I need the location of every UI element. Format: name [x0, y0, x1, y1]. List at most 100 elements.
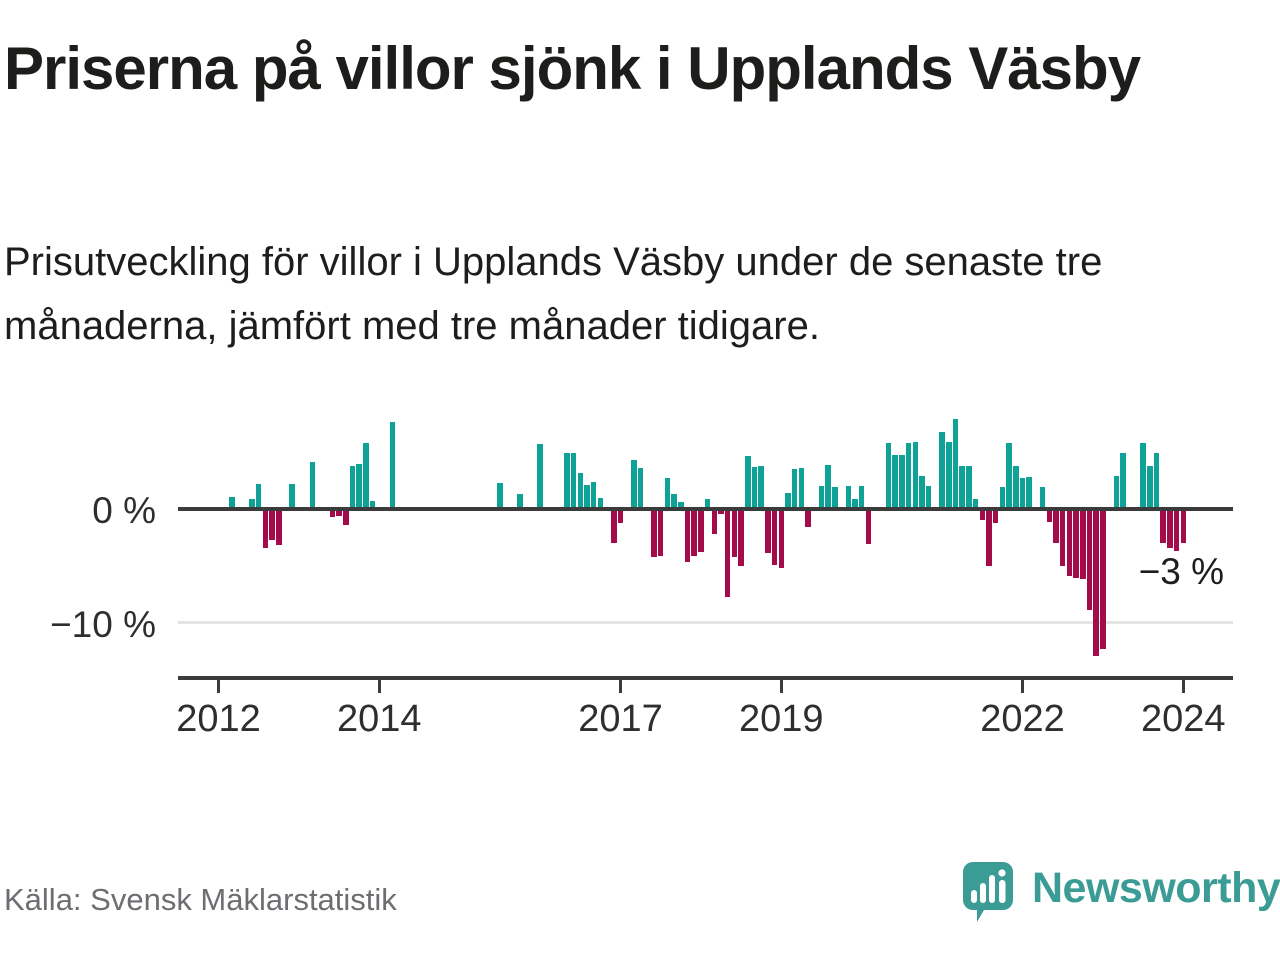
x-tick-label-2022: 2022 [980, 698, 1065, 740]
bar-2021-02 [946, 442, 952, 509]
bar-2013-07 [336, 509, 342, 516]
newsworthy-wordmark: Newsworthy [1032, 864, 1280, 912]
bar-2022-11 [1086, 509, 1093, 611]
bar-2022-04 [1039, 487, 1046, 509]
bar-2023-07 [1140, 443, 1146, 509]
bar-2012-09 [269, 509, 275, 540]
bar-2022-07 [1059, 509, 1066, 566]
bar-2019-03 [791, 469, 798, 509]
last-value-annotation: −3 % [1138, 551, 1224, 592]
x-tick-label-2012: 2012 [176, 698, 261, 740]
bar-2018-02 [704, 498, 711, 509]
bar-2016-05 [564, 453, 570, 509]
bar-2019-12 [852, 498, 858, 509]
x-tick-2019 [779, 680, 783, 693]
bar-2021-08 [986, 509, 992, 566]
bar-2016-09 [590, 481, 597, 509]
bar-2013-10 [356, 463, 362, 509]
newsworthy-icon [963, 862, 1013, 922]
bar-2023-11 [1167, 509, 1173, 548]
bar-2013-11 [363, 443, 369, 509]
bar-2018-08 [745, 455, 751, 509]
bar-2018-12 [771, 509, 778, 565]
bar-2020-07 [899, 454, 905, 509]
bar-2015-07 [497, 482, 503, 509]
bar-2016-06 [570, 453, 577, 509]
bar-2017-07 [657, 509, 664, 556]
bar-2021-04 [959, 465, 965, 509]
bar-2017-08 [664, 478, 671, 509]
x-axis-line [178, 676, 1233, 680]
bar-2023-12 [1173, 509, 1180, 551]
x-tick-2022 [1021, 680, 1024, 693]
bar-2017-11 [684, 509, 691, 563]
x-tick-label-2019: 2019 [739, 698, 824, 740]
bar-2021-07 [979, 509, 986, 521]
bar-2020-01 [858, 486, 865, 509]
bar-2019-02 [785, 493, 791, 509]
bar-2017-12 [691, 509, 697, 556]
bar-2020-11 [925, 486, 932, 509]
source-text: Källa: Svensk Mäklarstatistik [4, 882, 397, 917]
bar-2017-10 [678, 502, 684, 509]
bar-2012-08 [262, 509, 269, 548]
bar-2015-10 [517, 494, 523, 509]
bar-2016-12 [611, 509, 617, 544]
bar-2018-06 [731, 509, 738, 557]
bar-2013-03 [309, 462, 316, 509]
bar-2019-09 [832, 487, 838, 509]
bar-2018-01 [698, 509, 704, 553]
bar-2013-06 [329, 509, 336, 517]
x-tick-2024 [1181, 680, 1185, 693]
y-axis-label-minus10: −10 % [50, 604, 156, 645]
bar-2023-10 [1160, 509, 1166, 544]
bar-2013-08 [343, 509, 349, 525]
bar-2022-09 [1073, 509, 1079, 579]
gridline-minus10 [178, 621, 1233, 624]
x-tick-2012 [217, 680, 220, 693]
bar-2012-10 [276, 509, 282, 546]
bar-2013-12 [369, 501, 376, 509]
bar-2020-06 [892, 454, 898, 509]
bar-2021-05 [966, 465, 972, 509]
bar-2012-07 [255, 484, 262, 509]
y-axis-label-zero: 0 % [92, 490, 156, 531]
bar-2018-09 [751, 467, 758, 509]
bar-2016-10 [597, 497, 604, 509]
bar-2016-01 [537, 444, 543, 509]
bar-2017-09 [671, 494, 677, 509]
bar-2019-04 [798, 468, 805, 509]
bar-2021-11 [1006, 443, 1012, 509]
bar-2020-09 [912, 442, 919, 509]
bar-2018-11 [765, 509, 771, 554]
bar-2020-05 [885, 443, 892, 509]
bar-2019-11 [845, 486, 852, 509]
bar-2021-10 [999, 487, 1006, 509]
x-tick-label-2017: 2017 [578, 698, 663, 740]
bar-2023-01 [1100, 509, 1106, 649]
bar-2017-01 [617, 509, 624, 523]
bar-2021-12 [1013, 465, 1019, 509]
bar-2018-07 [738, 509, 744, 566]
bar-2023-09 [1153, 453, 1160, 509]
bar-2013-09 [349, 465, 356, 509]
bar-2023-04 [1120, 453, 1126, 509]
bar-2017-04 [637, 468, 644, 509]
bar-2012-03 [229, 496, 235, 509]
bar-2018-03 [711, 509, 718, 534]
bar-2019-01 [778, 509, 785, 569]
zero-baseline [178, 507, 1233, 511]
x-tick-label-2014: 2014 [337, 698, 422, 740]
bar-2024-01 [1180, 509, 1187, 544]
bar-2021-06 [972, 498, 979, 509]
bar-2020-10 [919, 476, 925, 509]
bar-2021-03 [952, 419, 959, 509]
bar-2017-06 [651, 509, 657, 557]
bar-2022-12 [1093, 509, 1099, 656]
bar-2016-07 [577, 472, 584, 509]
bar-2022-05 [1046, 509, 1053, 522]
x-tick-2014 [377, 680, 381, 693]
bar-2016-08 [584, 485, 590, 509]
bar-2022-06 [1053, 509, 1059, 544]
